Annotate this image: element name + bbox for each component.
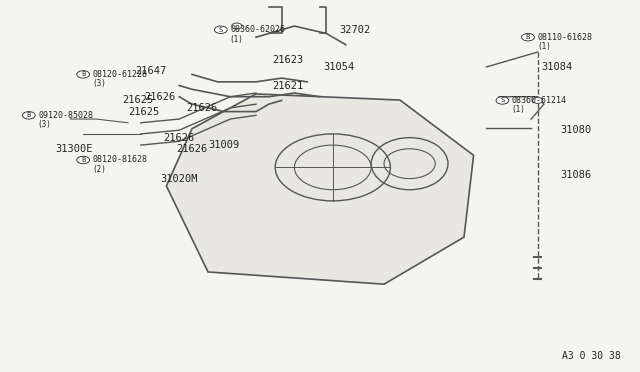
Text: 32702: 32702	[340, 25, 371, 35]
Text: 21626: 21626	[145, 92, 175, 102]
Text: (3): (3)	[92, 79, 106, 88]
PathPatch shape	[166, 94, 474, 284]
Text: 09120-85028: 09120-85028	[38, 111, 93, 120]
Text: B: B	[81, 157, 85, 163]
Text: (1): (1)	[511, 105, 525, 114]
Text: 08120-81628: 08120-81628	[93, 155, 148, 164]
Circle shape	[77, 71, 90, 78]
Text: 21625: 21625	[129, 107, 159, 116]
Text: 31020M: 31020M	[161, 174, 198, 183]
Text: B: B	[81, 71, 85, 77]
Text: 21623: 21623	[273, 55, 303, 64]
Text: 08360-61214: 08360-61214	[512, 96, 567, 105]
Text: B: B	[526, 34, 530, 40]
Text: 08120-61228: 08120-61228	[93, 70, 148, 79]
Text: S: S	[219, 27, 223, 33]
Text: 31086: 31086	[561, 170, 591, 180]
Text: 31084: 31084	[541, 62, 572, 72]
Text: 31080: 31080	[561, 125, 591, 135]
Text: A3 0 30 38: A3 0 30 38	[562, 351, 621, 361]
Text: (3): (3)	[38, 120, 52, 129]
Text: 21621: 21621	[273, 81, 303, 90]
Text: 31300E: 31300E	[55, 144, 92, 154]
Circle shape	[77, 156, 90, 164]
Circle shape	[522, 33, 534, 41]
Text: B: B	[27, 112, 31, 118]
Text: (2): (2)	[92, 165, 106, 174]
Text: 21626: 21626	[164, 133, 195, 142]
Text: (1): (1)	[537, 42, 551, 51]
Text: (1): (1)	[230, 35, 244, 44]
Text: 21626: 21626	[186, 103, 217, 113]
Text: 21625: 21625	[122, 96, 153, 105]
Circle shape	[22, 112, 35, 119]
Text: 31054: 31054	[324, 62, 355, 72]
Circle shape	[496, 97, 509, 104]
Text: 21626: 21626	[177, 144, 207, 154]
Text: 21647: 21647	[135, 66, 166, 76]
Text: 08360-62026: 08360-62026	[230, 25, 285, 34]
Text: 31009: 31009	[209, 140, 239, 150]
Circle shape	[214, 26, 227, 33]
Circle shape	[232, 23, 242, 29]
Circle shape	[532, 97, 543, 103]
Text: 08110-61628: 08110-61628	[538, 33, 593, 42]
Text: S: S	[500, 97, 504, 103]
